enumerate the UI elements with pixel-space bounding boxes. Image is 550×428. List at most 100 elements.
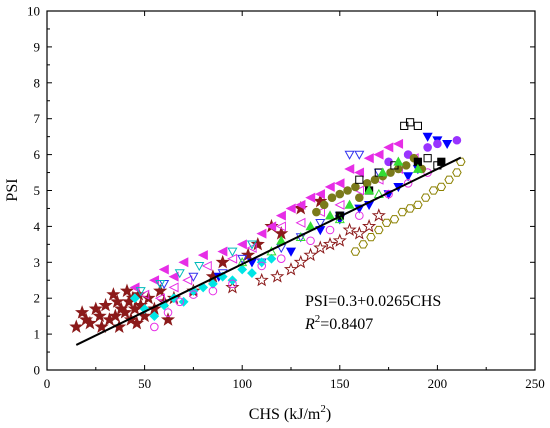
data-point-triangle-left xyxy=(363,153,374,164)
r-symbol: R xyxy=(304,316,315,333)
y-tick-label: 0 xyxy=(34,363,41,378)
regression-line xyxy=(75,156,462,346)
data-point-diamond xyxy=(237,264,248,275)
data-point-triangle-left xyxy=(246,242,257,253)
y-tick-label: 4 xyxy=(34,219,41,234)
data-point-triangle-left xyxy=(236,239,247,250)
y-tick-label: 3 xyxy=(34,255,41,270)
data-point-circle xyxy=(355,193,364,202)
data-point-circle xyxy=(208,286,218,296)
plot-frame xyxy=(46,10,536,371)
data-point-circle xyxy=(327,193,337,202)
data-point-star xyxy=(82,315,98,330)
data-point-triangle-down xyxy=(135,287,146,297)
data-point-star xyxy=(254,272,269,287)
data-point-triangle-left xyxy=(314,189,325,200)
data-point-triangle-left xyxy=(314,207,325,218)
data-point-triangle-left xyxy=(182,275,193,286)
data-point-triangle-down xyxy=(194,262,205,272)
data-point-triangle-up xyxy=(364,185,375,195)
data-point-circle xyxy=(423,143,432,152)
data-point-star xyxy=(119,283,135,298)
data-point-star xyxy=(108,308,123,323)
data-point-circle xyxy=(163,308,173,317)
data-point-square xyxy=(355,175,364,184)
data-point-circle xyxy=(189,290,198,299)
data-point-star xyxy=(270,269,285,283)
data-point-triangle-left xyxy=(266,221,277,232)
data-point-star xyxy=(118,305,133,319)
data-point-triangle-left xyxy=(275,221,286,232)
data-point-triangle-up xyxy=(344,199,355,209)
data-point-star xyxy=(240,247,256,262)
data-point-triangle-up xyxy=(324,210,336,220)
data-point-circle xyxy=(335,189,345,199)
data-point-star xyxy=(225,279,240,294)
data-point-triangle-left xyxy=(201,260,212,271)
y-tick-label: 1 xyxy=(34,327,41,342)
data-point-hexagon xyxy=(405,204,415,213)
data-point-circle xyxy=(362,179,372,188)
data-point-hexagon xyxy=(436,182,447,191)
data-point-circle xyxy=(306,236,315,246)
data-point-triangle-up xyxy=(334,213,345,224)
data-point-triangle-down xyxy=(442,139,453,150)
data-point-triangle-left xyxy=(197,250,208,261)
data-point-star xyxy=(352,226,367,240)
data-point-hexagon xyxy=(428,186,439,195)
data-point-triangle-left xyxy=(354,167,365,178)
data-point-diamond xyxy=(208,278,218,289)
data-point-triangle-left xyxy=(334,199,345,210)
data-point-star xyxy=(110,294,125,308)
y-tick-label: 7 xyxy=(34,111,41,126)
data-point-circle xyxy=(452,135,462,145)
data-point-hexagon xyxy=(444,175,454,184)
data-point-hexagon xyxy=(420,193,431,202)
tick-labels: 0 50 100 150 200 250 0 1 2 3 4 5 6 7 8 9 10 xyxy=(27,4,545,392)
data-point-triangle-left xyxy=(217,246,228,257)
data-point-triangle-left xyxy=(168,282,179,293)
data-point-triangle-left xyxy=(275,210,286,221)
data-point-hexagon xyxy=(358,240,368,249)
data-point-circle xyxy=(370,175,380,185)
data-point-triangle-left xyxy=(295,217,306,228)
data-point-star xyxy=(92,308,107,323)
data-point-triangle-left xyxy=(324,181,335,192)
data-point-circle xyxy=(355,211,364,220)
data-point-triangle-down xyxy=(344,150,355,160)
x-axis-title-text: CHS (kJ/m xyxy=(249,406,321,423)
data-point-triangle-left xyxy=(256,228,267,239)
y-tick-label: 10 xyxy=(27,4,40,19)
x-axis-title-sup: 2 xyxy=(320,403,326,415)
data-point-triangle-up xyxy=(412,163,423,173)
data-point-circle xyxy=(228,279,237,289)
data-point-star xyxy=(215,254,230,269)
data-point-hexagon xyxy=(452,168,462,177)
data-point-triangle-down xyxy=(315,218,326,229)
data-point-star xyxy=(322,236,338,251)
data-point-circle xyxy=(319,200,329,210)
data-point-diamond xyxy=(198,282,209,293)
axes xyxy=(46,10,536,371)
data-point-triangle-up xyxy=(393,156,404,166)
data-point-circle xyxy=(150,322,159,332)
data-point-star xyxy=(332,233,347,247)
data-point-triangle-down xyxy=(246,240,258,250)
data-point-star xyxy=(153,283,168,298)
x-tick-label: 150 xyxy=(330,376,350,391)
data-point-triangle-down xyxy=(227,247,238,257)
x-tick-label: 100 xyxy=(232,376,252,391)
data-point-star xyxy=(75,305,90,319)
r-superscript: 2 xyxy=(315,313,321,325)
data-point-triangle-down xyxy=(174,269,185,279)
data-point-hexagon xyxy=(366,233,376,242)
data-point-star xyxy=(313,240,328,254)
data-point-square xyxy=(405,118,415,127)
x-tick-label: 200 xyxy=(428,376,448,391)
data-point-triangle-left xyxy=(178,257,189,268)
data-point-triangle-left xyxy=(295,199,306,210)
data-point-circle xyxy=(386,168,395,177)
data-point-star xyxy=(293,254,308,269)
data-point-star xyxy=(69,319,84,333)
data-point-diamond xyxy=(266,253,277,264)
